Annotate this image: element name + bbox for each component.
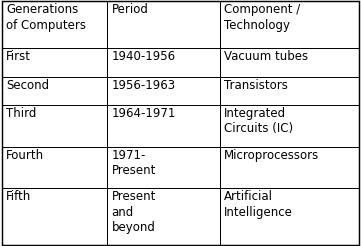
Bar: [2, 105, 107, 147]
Text: Artificial
Intelligence: Artificial Intelligence: [224, 190, 293, 219]
Bar: [107, 188, 220, 245]
Bar: [220, 147, 359, 188]
Text: 1940-1956: 1940-1956: [112, 50, 176, 63]
Text: Component /
Technology: Component / Technology: [224, 3, 300, 32]
Text: Vacuum tubes: Vacuum tubes: [224, 50, 308, 63]
Bar: [107, 48, 220, 77]
Text: Microprocessors: Microprocessors: [224, 149, 319, 162]
Text: Fifth: Fifth: [6, 190, 31, 203]
Text: Third: Third: [6, 107, 36, 120]
Bar: [107, 147, 220, 188]
Bar: [2, 48, 107, 77]
Bar: [2, 1, 107, 48]
Text: Present
and
beyond: Present and beyond: [112, 190, 156, 234]
Bar: [2, 77, 107, 105]
Text: Second: Second: [6, 78, 49, 92]
Text: Integrated
Circuits (IC): Integrated Circuits (IC): [224, 107, 293, 135]
Text: Transistors: Transistors: [224, 78, 288, 92]
Text: First: First: [6, 50, 31, 63]
Text: Fourth: Fourth: [6, 149, 44, 162]
Bar: [220, 105, 359, 147]
Text: 1964-1971: 1964-1971: [112, 107, 176, 120]
Bar: [220, 188, 359, 245]
Bar: [2, 147, 107, 188]
Text: 1971-
Present: 1971- Present: [112, 149, 156, 177]
Text: Generations
of Computers: Generations of Computers: [6, 3, 86, 32]
Bar: [220, 48, 359, 77]
Bar: [220, 77, 359, 105]
Text: Period: Period: [112, 3, 148, 16]
Bar: [220, 1, 359, 48]
Bar: [107, 105, 220, 147]
Bar: [107, 77, 220, 105]
Bar: [2, 188, 107, 245]
Text: 1956-1963: 1956-1963: [112, 78, 176, 92]
Bar: [107, 1, 220, 48]
